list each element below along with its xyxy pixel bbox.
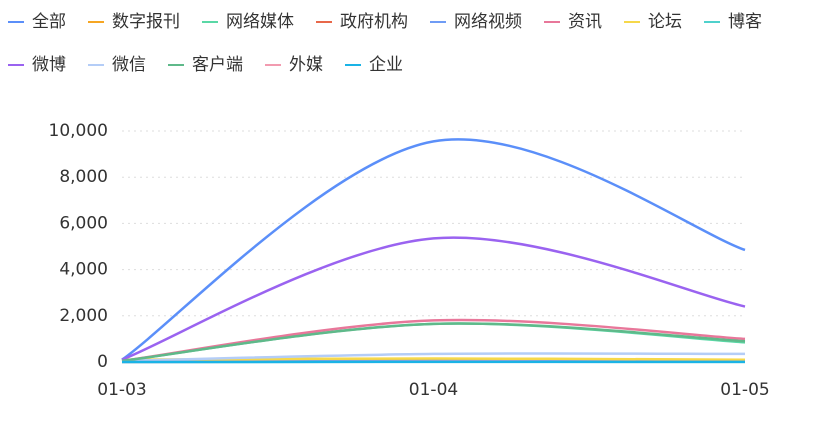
legend-label: 微博 [32,55,66,75]
legend-item: 微博 [8,55,66,75]
series-line [121,236,746,361]
y-tick-label: 6,000 [59,213,108,233]
y-tick-label: 0 [97,352,108,372]
legend-label: 微信 [112,55,146,75]
x-tick-label: 01-03 [97,380,146,400]
legend-label: 企业 [369,55,403,75]
legend-label: 论坛 [648,12,682,32]
series-line [121,138,746,361]
legend-item: 资讯 [544,12,602,32]
legend-label: 网络视频 [454,12,522,32]
legend-label: 网络媒体 [226,12,294,32]
legend-item: 网络视频 [430,12,522,32]
y-tick-label: 10,000 [49,121,108,141]
legend-label: 博客 [728,12,762,32]
legend-label: 客户端 [192,55,243,75]
legend-item: 论坛 [624,12,682,32]
x-tick-label: 01-05 [720,380,769,400]
legend-item: 企业 [345,55,403,75]
y-tick-label: 8,000 [59,167,108,187]
series-line [121,322,746,363]
y-tick-label: 2,000 [59,306,108,326]
series-line [121,322,746,363]
legend-item: 政府机构 [316,12,408,32]
legend-label: 政府机构 [340,12,408,32]
series-line [121,352,746,363]
legend-item: 博客 [704,12,762,32]
y-tick-label: 4,000 [59,260,108,280]
legend-label: 外媒 [289,55,323,75]
legend-label: 资讯 [568,12,602,32]
legend-item: 全部 [8,12,66,32]
legend-item: 微信 [88,55,146,75]
legend-item: 网络媒体 [202,12,294,32]
legend-item: 数字报刊 [88,12,180,32]
legend-item: 外媒 [265,55,323,75]
legend-label: 全部 [32,12,66,32]
x-tick-label: 01-04 [409,380,458,400]
legend-label: 数字报刊 [112,12,180,32]
legend-item: 客户端 [168,55,243,75]
